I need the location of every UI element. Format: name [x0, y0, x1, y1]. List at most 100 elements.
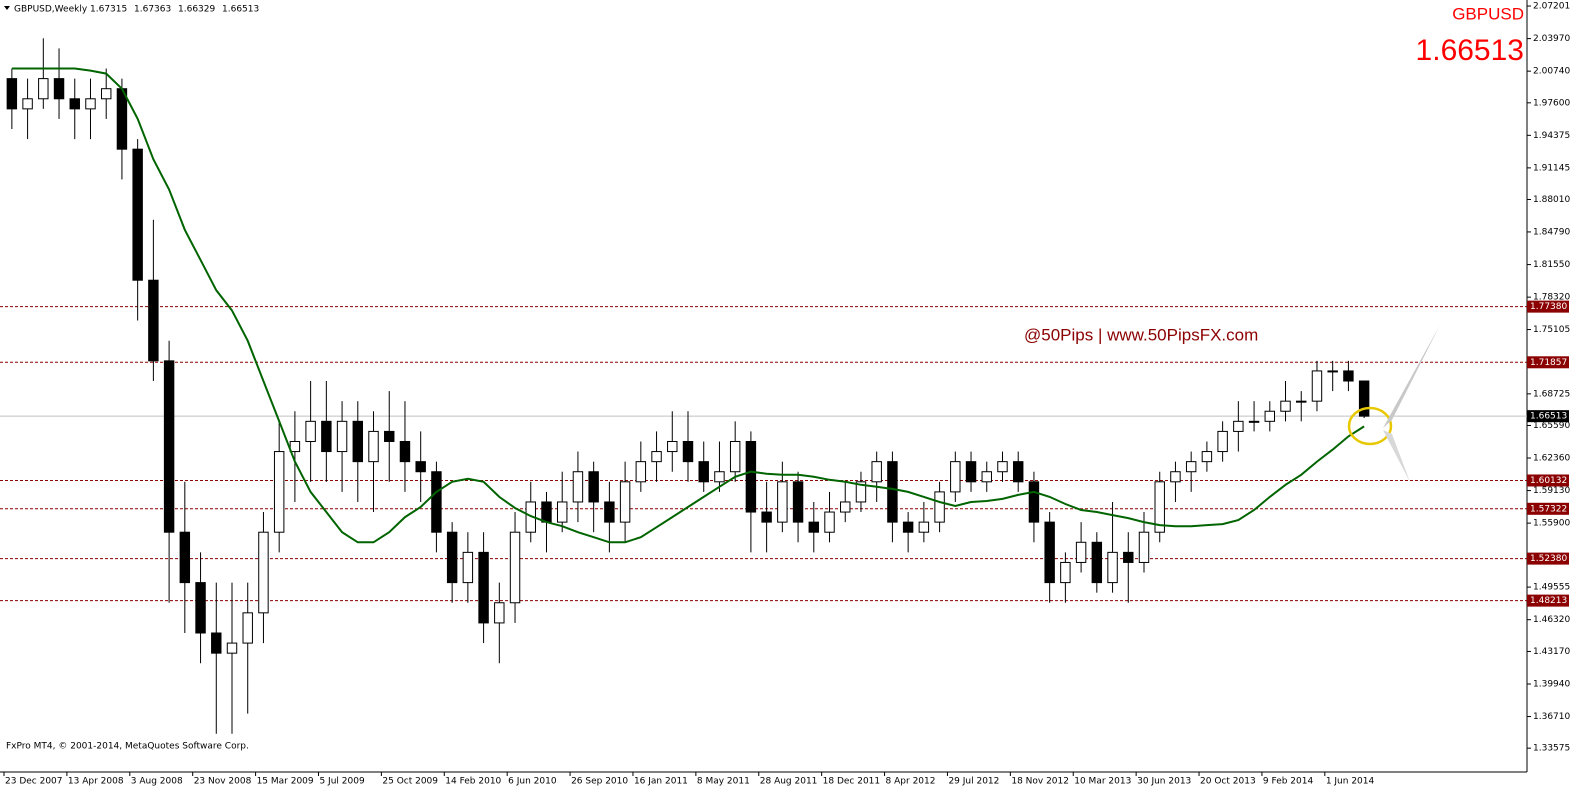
- candle-body: [85, 98, 96, 110]
- y-tick-label: 2.03970: [1533, 34, 1570, 44]
- x-tick-label: 28 Aug 2011: [760, 777, 818, 786]
- level-label: 1.77380: [1530, 302, 1567, 312]
- candle-body: [572, 471, 584, 503]
- candle-body: [100, 88, 112, 100]
- candle-body: [824, 511, 835, 533]
- candle-body: [132, 148, 143, 281]
- candle-body: [305, 420, 316, 442]
- arrow-up: [1383, 325, 1440, 428]
- candle-body: [53, 78, 65, 100]
- x-tick-label: 13 Apr 2008: [68, 777, 124, 786]
- level-box: [1527, 356, 1569, 369]
- x-tick-label: 23 Dec 2007: [5, 777, 63, 786]
- candle-body: [1217, 430, 1228, 453]
- y-tick-label: 1.65590: [1533, 421, 1570, 431]
- y-tick-label: 1.75105: [1533, 325, 1570, 335]
- candle-body: [1311, 370, 1323, 402]
- candle-body: [6, 78, 18, 110]
- x-tick-label: 8 May 2011: [697, 777, 750, 786]
- y-tick-label: 2.00740: [1533, 67, 1570, 77]
- candle-body: [478, 551, 489, 624]
- candle-body: [1154, 481, 1165, 533]
- y-tick-label: 1.49555: [1533, 583, 1570, 593]
- candle-body: [777, 481, 788, 523]
- candle-body: [887, 461, 898, 523]
- x-tick-label: 15 Mar 2009: [257, 777, 314, 786]
- candle-body: [69, 98, 80, 110]
- x-tick-label: 23 Nov 2008: [194, 777, 252, 786]
- candle-body: [1107, 551, 1118, 584]
- candle-body: [1044, 521, 1055, 584]
- y-tick-label: 1.46320: [1533, 615, 1570, 625]
- candle-body: [729, 440, 741, 473]
- x-tick-label: 25 Oct 2009: [382, 777, 438, 786]
- x-tick-label: 1 Jun 2014: [1326, 777, 1375, 786]
- candle-body: [1012, 461, 1024, 483]
- candle-body: [1091, 541, 1103, 584]
- x-tick-label: 29 Jul 2012: [948, 777, 999, 786]
- level-label: 1.52380: [1530, 554, 1567, 564]
- candle-body: [116, 88, 128, 150]
- level-box: [1527, 552, 1569, 565]
- y-tick-label: 1.91145: [1533, 163, 1570, 173]
- candle-body: [321, 420, 332, 453]
- candle-body: [258, 531, 269, 614]
- level-label: 1.71857: [1530, 358, 1567, 368]
- marks: [0, 38, 1527, 734]
- candle-body: [211, 632, 222, 654]
- candle-body: [871, 461, 882, 483]
- candle-body: [1138, 531, 1150, 563]
- x-tick-label: 8 Apr 2012: [886, 777, 936, 786]
- y-tick-label: 1.78320: [1533, 293, 1570, 303]
- candle-body: [934, 491, 945, 523]
- candle-body: [965, 461, 977, 483]
- candle-body: [918, 521, 930, 533]
- candle-body: [840, 501, 851, 513]
- candle-body: [667, 440, 678, 453]
- candle-body: [494, 602, 505, 624]
- candle-body: [163, 360, 175, 533]
- candle-body: [619, 481, 631, 523]
- y-tick-label: 1.88010: [1533, 195, 1570, 205]
- candle-body: [855, 481, 867, 503]
- level-box: [1527, 300, 1569, 313]
- candle-body: [22, 98, 33, 110]
- candle-body: [1185, 461, 1197, 473]
- candle-body: [745, 440, 757, 513]
- level-box: [1527, 502, 1569, 515]
- candle-body: [352, 420, 364, 463]
- candle-body: [289, 440, 301, 453]
- level-label: 1.48213: [1530, 596, 1567, 606]
- candle-body: [1264, 410, 1276, 422]
- header-value: 1.66513: [222, 5, 259, 15]
- candle-body: [1358, 380, 1370, 417]
- candle-body: [981, 471, 992, 483]
- candle-body: [604, 501, 615, 523]
- header-value: 1.67363: [134, 5, 171, 15]
- header-value: 1.66329: [178, 5, 215, 15]
- x-tick-label: 6 Jun 2010: [508, 777, 557, 786]
- x-tick-label: 14 Feb 2010: [445, 777, 501, 786]
- x-tick-label: 18 Nov 2012: [1011, 777, 1069, 786]
- candle-body: [148, 279, 159, 362]
- candle-body: [399, 440, 411, 463]
- candle-body: [1248, 420, 1260, 423]
- arrow-down: [1383, 430, 1410, 482]
- x-tick-label: 30 Jun 2013: [1137, 777, 1191, 786]
- candle-body: [808, 521, 820, 533]
- x-tick-label: 9 Feb 2014: [1263, 777, 1314, 786]
- copyright: FxPro MT4, © 2001-2014, MetaQuotes Softw…: [6, 742, 249, 752]
- price-label: 1.66513: [1530, 412, 1567, 422]
- candle-body: [792, 481, 804, 523]
- level-label: 1.57322: [1530, 504, 1567, 514]
- last-price: 1.66513: [1416, 34, 1524, 67]
- candle-body: [38, 78, 49, 100]
- candle-body: [384, 430, 395, 442]
- candle-body: [541, 501, 552, 523]
- candle-body: [714, 471, 725, 483]
- y-tick-label: 1.81550: [1533, 260, 1570, 270]
- y-tick-label: 1.39940: [1533, 680, 1570, 690]
